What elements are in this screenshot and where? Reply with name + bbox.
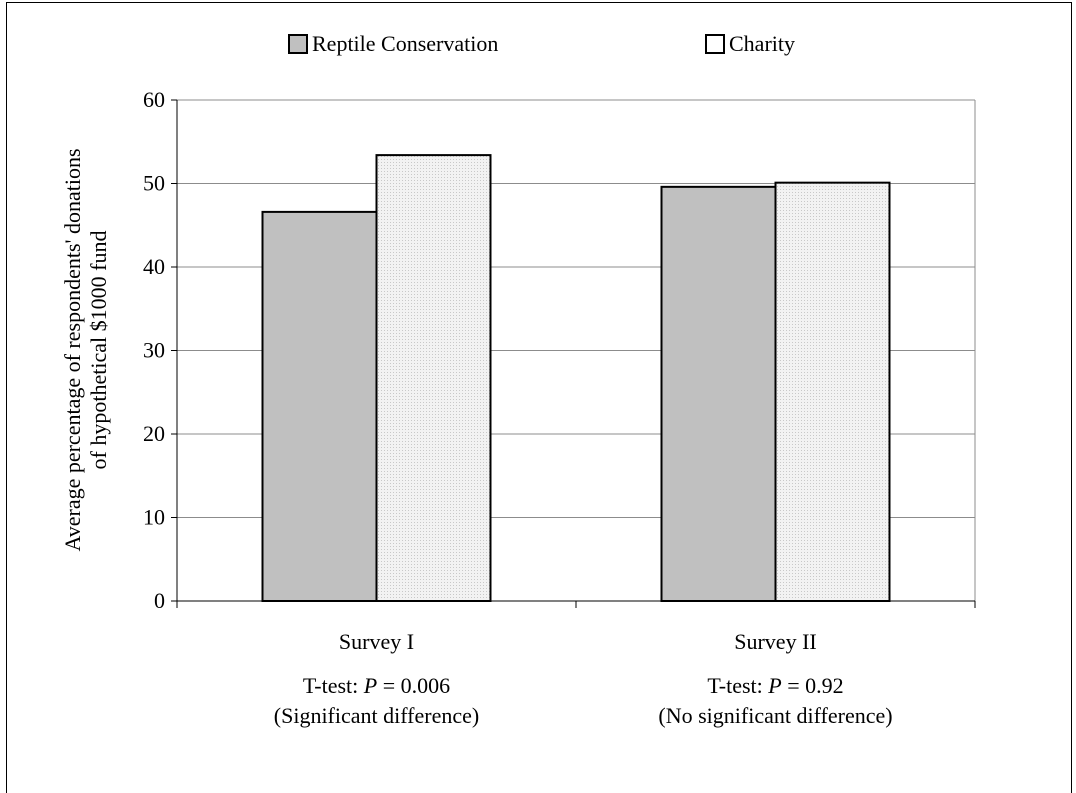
ttest-value: = 0.006 — [377, 673, 450, 698]
y-tick-label-30: 30 — [143, 338, 165, 363]
y-tick-label-10: 10 — [143, 505, 165, 530]
significance-note-1: (Significant difference) — [274, 703, 479, 728]
bar-charity-survey-ii — [774, 181, 891, 602]
y-tick-label-40: 40 — [143, 254, 165, 279]
y-tick-label-20: 20 — [143, 421, 165, 446]
bar-reptile-conservation-survey-ii — [660, 185, 777, 602]
ttest-result-2: T-test: P = 0.92 — [707, 673, 843, 698]
ttest-p-symbol: P — [363, 673, 377, 698]
chart-frame — [6, 2, 1072, 793]
axes — [176, 100, 976, 608]
y-axis-label: Average percentage of respondents' donat… — [60, 148, 111, 551]
y-axis-label-line-1: Average percentage of respondents' donat… — [60, 148, 85, 551]
legend-label-reptile-conservation: Reptile Conservation — [312, 31, 498, 56]
ttest-value: = 0.92 — [782, 673, 844, 698]
legend: Reptile Conservation Charity — [288, 31, 795, 56]
y-axis-ticks: 0 10 20 30 40 50 60 — [143, 87, 177, 613]
y-axis-label-line-2: of hypothetical $1000 fund — [86, 231, 111, 470]
ttest-p-symbol: P — [767, 673, 781, 698]
bar-charity-survey-i — [375, 154, 492, 603]
y-tick-label-0: 0 — [154, 588, 165, 613]
x-tick-label-2: Survey II — [734, 629, 816, 654]
bars — [261, 154, 891, 603]
x-axis-labels: Survey I T-test: P = 0.006 (Significant di… — [274, 629, 893, 728]
ttest-result-1: T-test: P = 0.006 — [303, 673, 450, 698]
bar-reptile-conservation-survey-i — [261, 210, 378, 602]
y-tick-label-60: 60 — [143, 87, 165, 112]
legend-label-charity: Charity — [729, 31, 795, 56]
y-tick-label-50: 50 — [143, 171, 165, 196]
x-tick-label-1: Survey I — [339, 629, 414, 654]
legend-swatch-charity — [705, 34, 725, 54]
significance-note-2: (No significant difference) — [658, 703, 892, 728]
ttest-prefix: T-test: — [303, 673, 364, 698]
ttest-prefix: T-test: — [707, 673, 768, 698]
legend-swatch-reptile-conservation — [288, 34, 308, 54]
